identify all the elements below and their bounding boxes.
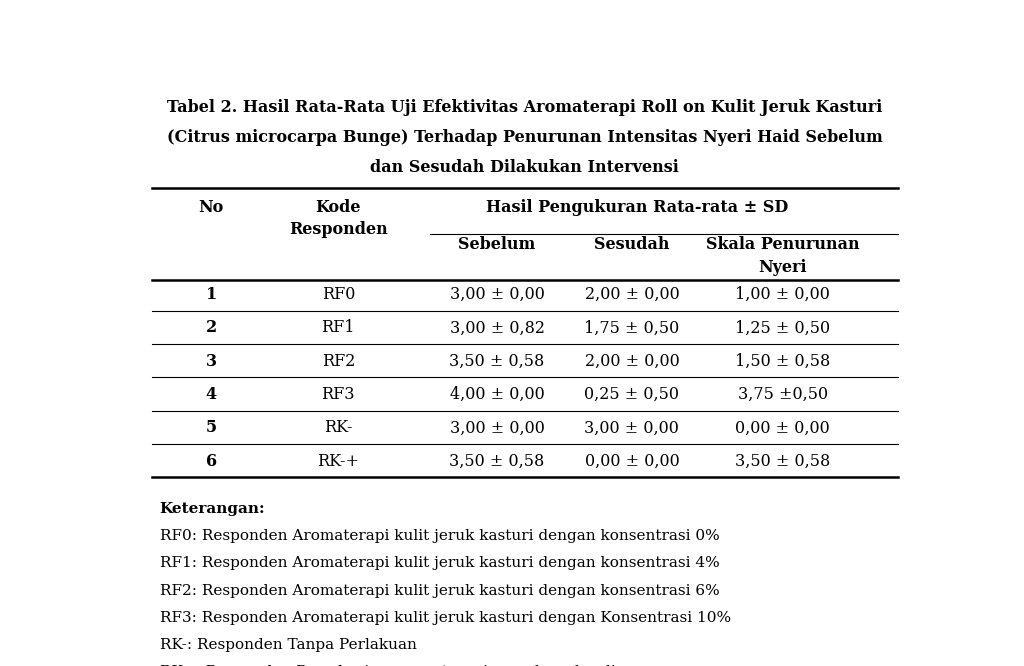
Text: 1,25 ± 0,50: 1,25 ± 0,50 (735, 320, 830, 336)
Text: 4,00 ± 0,00: 4,00 ± 0,00 (450, 386, 545, 403)
Text: RF2: Responden Aromaterapi kulit jeruk kasturi dengan konsentrasi 6%: RF2: Responden Aromaterapi kulit jeruk k… (160, 583, 720, 597)
Text: RF1: Responden Aromaterapi kulit jeruk kasturi dengan konsentrasi 4%: RF1: Responden Aromaterapi kulit jeruk k… (160, 556, 720, 570)
Text: RF2: RF2 (322, 353, 355, 370)
Text: Keterangan:: Keterangan: (160, 502, 265, 516)
Text: 3,00 ± 0,82: 3,00 ± 0,82 (450, 320, 545, 336)
Text: (Citrus microcarpa Bunge) Terhadap Penurunan Intensitas Nyeri Haid Sebelum: (Citrus microcarpa Bunge) Terhadap Penur… (167, 129, 883, 146)
Text: 1,00 ± 0,00: 1,00 ± 0,00 (735, 286, 830, 303)
Text: RK+: Responden Pemeberian aromaterapi yang beredar dipasaran: RK+: Responden Pemeberian aromaterapi ya… (160, 665, 677, 666)
Text: 3,50 ± 0,58: 3,50 ± 0,58 (735, 453, 830, 470)
Text: RK-: RK- (324, 420, 352, 436)
Text: RF3: RF3 (322, 386, 355, 403)
Text: 4: 4 (206, 386, 217, 403)
Text: 3,50 ± 0,58: 3,50 ± 0,58 (450, 453, 545, 470)
Text: 0,00 ± 0,00: 0,00 ± 0,00 (585, 453, 679, 470)
Text: RK-+: RK-+ (317, 453, 359, 470)
Text: 0,00 ± 0,00: 0,00 ± 0,00 (735, 420, 830, 436)
Text: 3,75 ±0,50: 3,75 ±0,50 (737, 386, 827, 403)
Text: 3,00 ± 0,00: 3,00 ± 0,00 (450, 286, 545, 303)
Text: 2,00 ± 0,00: 2,00 ± 0,00 (585, 286, 679, 303)
Text: Tabel 2. Hasil Rata-Rata Uji Efektivitas Aromaterapi Roll on Kulit Jeruk Kasturi: Tabel 2. Hasil Rata-Rata Uji Efektivitas… (167, 99, 883, 117)
Text: 3,00 ± 0,00: 3,00 ± 0,00 (450, 420, 545, 436)
Text: Hasil Pengukuran Rata-rata ± SD: Hasil Pengukuran Rata-rata ± SD (486, 199, 788, 216)
Text: 3,00 ± 0,00: 3,00 ± 0,00 (585, 420, 679, 436)
Text: Kode
Responden: Kode Responden (289, 199, 388, 238)
Text: RF0: RF0 (322, 286, 355, 303)
Text: 0,25 ± 0,50: 0,25 ± 0,50 (585, 386, 680, 403)
Text: 3: 3 (206, 353, 217, 370)
Text: Sesudah: Sesudah (594, 236, 670, 253)
Text: 1,50 ± 0,58: 1,50 ± 0,58 (735, 353, 830, 370)
Text: Skala Penurunan
Nyeri: Skala Penurunan Nyeri (706, 236, 859, 276)
Text: 6: 6 (206, 453, 217, 470)
Text: 1: 1 (206, 286, 217, 303)
Text: RF3: Responden Aromaterapi kulit jeruk kasturi dengan Konsentrasi 10%: RF3: Responden Aromaterapi kulit jeruk k… (160, 611, 731, 625)
Text: No: No (199, 199, 224, 216)
Text: 2,00 ± 0,00: 2,00 ± 0,00 (585, 353, 679, 370)
Text: dan Sesudah Dilakukan Intervensi: dan Sesudah Dilakukan Intervensi (371, 159, 679, 176)
Text: 5: 5 (206, 420, 217, 436)
Text: Sebelum: Sebelum (459, 236, 536, 253)
Text: RK-: Responden Tanpa Perlakuan: RK-: Responden Tanpa Perlakuan (160, 638, 417, 652)
Text: RF0: Responden Aromaterapi kulit jeruk kasturi dengan konsentrasi 0%: RF0: Responden Aromaterapi kulit jeruk k… (160, 529, 720, 543)
Text: 3,50 ± 0,58: 3,50 ± 0,58 (450, 353, 545, 370)
Text: RF1: RF1 (322, 320, 355, 336)
Text: 2: 2 (206, 320, 217, 336)
Text: 1,75 ± 0,50: 1,75 ± 0,50 (585, 320, 680, 336)
